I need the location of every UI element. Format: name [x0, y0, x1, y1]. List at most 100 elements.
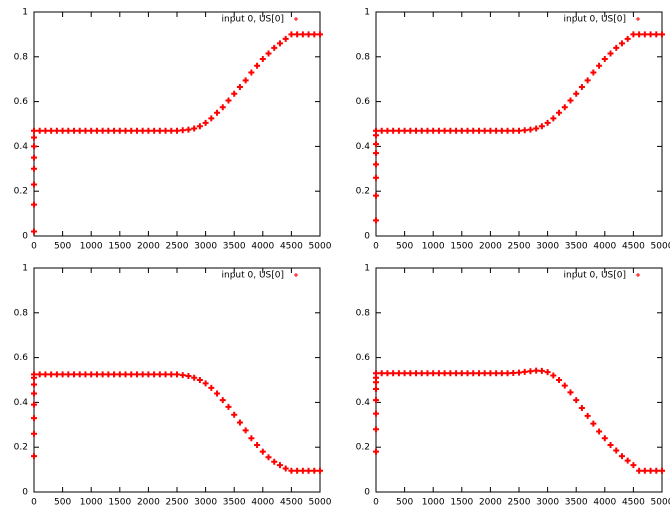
data-point [31, 390, 37, 397]
data-point [105, 371, 112, 378]
x-tick-label: 3000 [194, 498, 217, 508]
data-point [430, 127, 437, 134]
data-point [464, 370, 471, 377]
data-point [151, 371, 158, 378]
data-point [42, 127, 49, 134]
data-point [447, 127, 454, 134]
data-point [373, 370, 379, 377]
data-point [624, 35, 631, 42]
data-point [71, 127, 78, 134]
data-point [373, 448, 379, 455]
data-point [99, 371, 106, 378]
data-point [373, 127, 379, 134]
data-point [373, 161, 379, 168]
data-point [225, 97, 232, 104]
x-tick-label: 2000 [137, 498, 160, 508]
data-point [550, 372, 557, 379]
data-point [31, 127, 37, 134]
data-point [116, 371, 123, 378]
x-tick-label: 2000 [479, 242, 502, 252]
data-point [122, 371, 129, 378]
y-tick-label: 0.4 [356, 398, 371, 408]
subplot: 0 0.2 0.4 0.6 0.8 1 0 500 1000 1500 2000 2500 3000 35… [14, 8, 332, 252]
data-point [407, 370, 414, 377]
data-point [636, 31, 643, 38]
x-tick-label: 5000 [651, 498, 670, 508]
data-point [401, 370, 408, 377]
x-tick-label: 500 [54, 242, 71, 252]
data-point [527, 126, 534, 133]
data-point [373, 385, 379, 392]
x-tick-label: 5000 [309, 242, 332, 252]
data-point [390, 127, 397, 134]
data-point [521, 127, 528, 134]
x-tick-label: 1500 [108, 498, 131, 508]
data-point [174, 371, 180, 378]
data-point [219, 397, 226, 404]
data-point [516, 127, 522, 134]
x-tick-label: 2500 [166, 242, 189, 252]
data-point [607, 50, 614, 57]
data-point [59, 371, 66, 378]
x-tick-label: 4000 [251, 498, 274, 508]
data-point [607, 441, 614, 448]
data-point [578, 405, 585, 411]
plot-frame [33, 11, 321, 237]
x-tick-label: 500 [396, 242, 413, 252]
data-point [556, 377, 563, 383]
data-point [373, 192, 379, 199]
data-point [317, 31, 323, 38]
data-point [36, 127, 43, 134]
data-point [533, 367, 540, 374]
data-point [305, 467, 312, 474]
data-point [82, 371, 89, 378]
data-point [373, 150, 379, 157]
y-tick-label: 0.2 [356, 443, 370, 453]
data-point [573, 397, 580, 404]
data-point [82, 127, 89, 134]
data-point [288, 467, 295, 474]
data-point [191, 125, 198, 132]
data-point [59, 127, 66, 134]
x-tick-label: 1000 [80, 242, 103, 252]
data-point [191, 374, 198, 381]
y-tick-label: 0.6 [14, 353, 29, 363]
x-tick-label: 1000 [422, 498, 445, 508]
plot-frame [33, 267, 321, 493]
data-point [168, 371, 175, 378]
data-point [276, 40, 283, 47]
data-point [498, 127, 505, 134]
data-point [590, 420, 597, 427]
data-point [128, 127, 135, 134]
data-point [653, 467, 660, 474]
data-point [31, 143, 37, 150]
data-point [31, 154, 37, 161]
data-point [48, 371, 55, 378]
data-point [139, 127, 146, 134]
x-tick-label: 4500 [280, 498, 303, 508]
data-point [424, 370, 431, 377]
x-tick-label: 2500 [508, 498, 531, 508]
data-point [395, 370, 402, 377]
data-point [133, 371, 140, 378]
data-point [76, 127, 83, 134]
x-tick-label: 3500 [223, 498, 246, 508]
data-point [544, 369, 551, 376]
x-tick-label: 5000 [309, 498, 332, 508]
y-tick-label: 0.6 [356, 97, 371, 107]
data-point [185, 372, 192, 379]
data-point [93, 371, 100, 378]
y-tick-label: 0.2 [14, 443, 28, 453]
data-point [395, 127, 402, 134]
x-tick-label: 500 [396, 498, 413, 508]
x-tick-label: 0 [373, 498, 379, 508]
legend-label: input 0, US[0] [563, 15, 626, 25]
data-point [276, 462, 283, 469]
data-point [299, 31, 306, 38]
data-point [641, 467, 648, 474]
data-point [384, 127, 391, 134]
data-point [116, 127, 123, 134]
data-point [282, 35, 289, 42]
data-point [521, 368, 528, 375]
data-point [31, 371, 37, 378]
